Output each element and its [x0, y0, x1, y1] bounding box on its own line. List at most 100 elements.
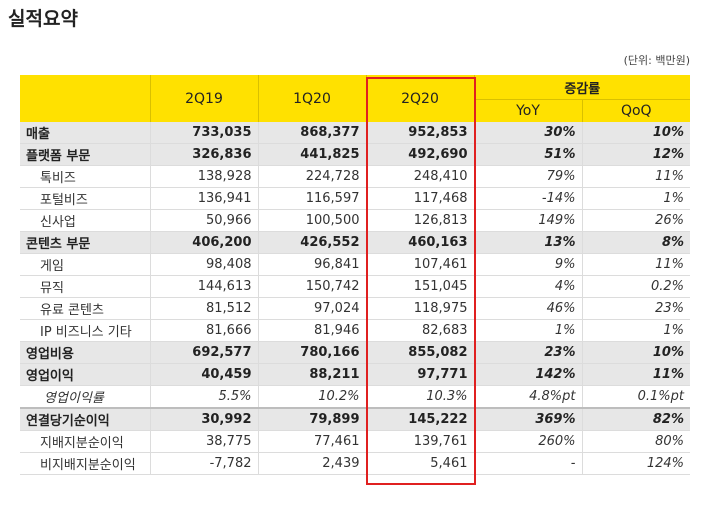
cell-2q20: 151,045: [366, 275, 475, 298]
row-label: 영업이익: [20, 363, 151, 386]
cell-yoy: 142%: [474, 363, 583, 386]
cell-2q19: 98,408: [150, 253, 259, 276]
header-qoq: QoQ: [582, 99, 691, 122]
table-row: 영업이익 40,459 88,211 97,771 142% 11%: [20, 363, 691, 386]
cell-yoy: 23%: [474, 341, 583, 364]
cell-2q19: 50,966: [150, 209, 259, 232]
cell-1q20: 441,825: [258, 143, 367, 166]
cell-2q19: 138,928: [150, 165, 259, 188]
cell-qoq: 1%: [582, 319, 691, 342]
cell-2q19: 38,775: [150, 430, 259, 453]
cell-qoq: 8%: [582, 231, 691, 254]
header-label-cell: [20, 75, 151, 122]
cell-2q20: 952,853: [366, 122, 475, 144]
cell-1q20: 780,166: [258, 341, 367, 364]
cell-qoq: 11%: [582, 363, 691, 386]
row-label: 포털비즈: [20, 187, 151, 210]
table-row: 신사업 50,966 100,500 126,813 149% 26%: [20, 209, 691, 232]
header-yoy: YoY: [474, 99, 583, 122]
header-2q19: 2Q19: [150, 75, 259, 122]
cell-yoy: 13%: [474, 231, 583, 254]
table-row: 플랫폼 부문 326,836 441,825 492,690 51% 12%: [20, 143, 691, 166]
cell-qoq: 0.1%pt: [582, 385, 691, 409]
table-row: 비지배지분순이익 -7,782 2,439 5,461 - 124%: [20, 452, 691, 475]
cell-2q20: 5,461: [366, 452, 475, 475]
cell-qoq: 26%: [582, 209, 691, 232]
cell-qoq: 10%: [582, 341, 691, 364]
row-label: 비지배지분순이익: [20, 452, 151, 475]
table-row: 영업이익률 5.5% 10.2% 10.3% 4.8%pt 0.1%pt: [20, 385, 691, 409]
table-row: 영업비용 692,577 780,166 855,082 23% 10%: [20, 341, 691, 364]
cell-yoy: 149%: [474, 209, 583, 232]
row-label: 신사업: [20, 209, 151, 232]
table-row: 지배지분순이익 38,775 77,461 139,761 260% 80%: [20, 430, 691, 453]
cell-2q19: 5.5%: [150, 385, 259, 409]
cell-1q20: 96,841: [258, 253, 367, 276]
cell-1q20: 426,552: [258, 231, 367, 254]
row-label: 매출: [20, 122, 151, 144]
cell-1q20: 150,742: [258, 275, 367, 298]
cell-2q19: 40,459: [150, 363, 259, 386]
table-row: 톡비즈 138,928 224,728 248,410 79% 11%: [20, 165, 691, 188]
cell-1q20: 10.2%: [258, 385, 367, 409]
cell-qoq: 1%: [582, 187, 691, 210]
cell-qoq: 0.2%: [582, 275, 691, 298]
cell-2q19: 81,512: [150, 297, 259, 320]
cell-2q19: 406,200: [150, 231, 259, 254]
table-row: 매출 733,035 868,377 952,853 30% 10%: [20, 122, 691, 144]
cell-qoq: 124%: [582, 452, 691, 475]
cell-1q20: 97,024: [258, 297, 367, 320]
cell-1q20: 868,377: [258, 122, 367, 144]
cell-yoy: 51%: [474, 143, 583, 166]
cell-yoy: -: [474, 452, 583, 475]
cell-2q20: 10.3%: [366, 385, 475, 409]
cell-2q20: 492,690: [366, 143, 475, 166]
cell-yoy: 79%: [474, 165, 583, 188]
table-row: 뮤직 144,613 150,742 151,045 4% 0.2%: [20, 275, 691, 298]
cell-2q19: 692,577: [150, 341, 259, 364]
cell-2q20: 117,468: [366, 187, 475, 210]
unit-note: (단위: 백만원): [623, 54, 690, 67]
cell-1q20: 100,500: [258, 209, 367, 232]
cell-2q20: 248,410: [366, 165, 475, 188]
cell-2q20: 118,975: [366, 297, 475, 320]
cell-2q20: 145,222: [366, 408, 475, 431]
cell-yoy: 4%: [474, 275, 583, 298]
cell-yoy: 4.8%pt: [474, 385, 583, 409]
cell-2q19: 733,035: [150, 122, 259, 144]
cell-2q19: 326,836: [150, 143, 259, 166]
cell-qoq: 11%: [582, 253, 691, 276]
row-label: 유료 콘텐츠: [20, 297, 151, 320]
row-label: 플랫폼 부문: [20, 143, 151, 166]
cell-1q20: 88,211: [258, 363, 367, 386]
table-row: 콘텐츠 부문 406,200 426,552 460,163 13% 8%: [20, 231, 691, 254]
header-2q20: 2Q20: [366, 75, 475, 122]
cell-yoy: 30%: [474, 122, 583, 144]
row-label: 영업비용: [20, 341, 151, 364]
row-label: IP 비즈니스 기타: [20, 319, 151, 342]
cell-1q20: 2,439: [258, 452, 367, 475]
cell-yoy: 260%: [474, 430, 583, 453]
cell-1q20: 116,597: [258, 187, 367, 210]
cell-qoq: 23%: [582, 297, 691, 320]
cell-yoy: 1%: [474, 319, 583, 342]
cell-1q20: 79,899: [258, 408, 367, 431]
row-label: 게임: [20, 253, 151, 276]
cell-2q19: 144,613: [150, 275, 259, 298]
table-row: 게임 98,408 96,841 107,461 9% 11%: [20, 253, 691, 276]
row-label: 연결당기순이익: [20, 408, 151, 431]
cell-yoy: 9%: [474, 253, 583, 276]
summary-table: 2Q19 1Q20 2Q20 증감률 YoY QoQ 매출 733,035 86…: [20, 75, 691, 475]
cell-2q20: 107,461: [366, 253, 475, 276]
cell-2q20: 97,771: [366, 363, 475, 386]
cell-2q20: 855,082: [366, 341, 475, 364]
cell-1q20: 81,946: [258, 319, 367, 342]
page-title: 실적요약: [8, 8, 78, 30]
table-row: 유료 콘텐츠 81,512 97,024 118,975 46% 23%: [20, 297, 691, 320]
cell-2q20: 82,683: [366, 319, 475, 342]
cell-qoq: 12%: [582, 143, 691, 166]
header-change-group: 증감률: [474, 75, 691, 100]
header-1q20: 1Q20: [258, 75, 367, 122]
cell-2q20: 139,761: [366, 430, 475, 453]
table-row: IP 비즈니스 기타 81,666 81,946 82,683 1% 1%: [20, 319, 691, 342]
